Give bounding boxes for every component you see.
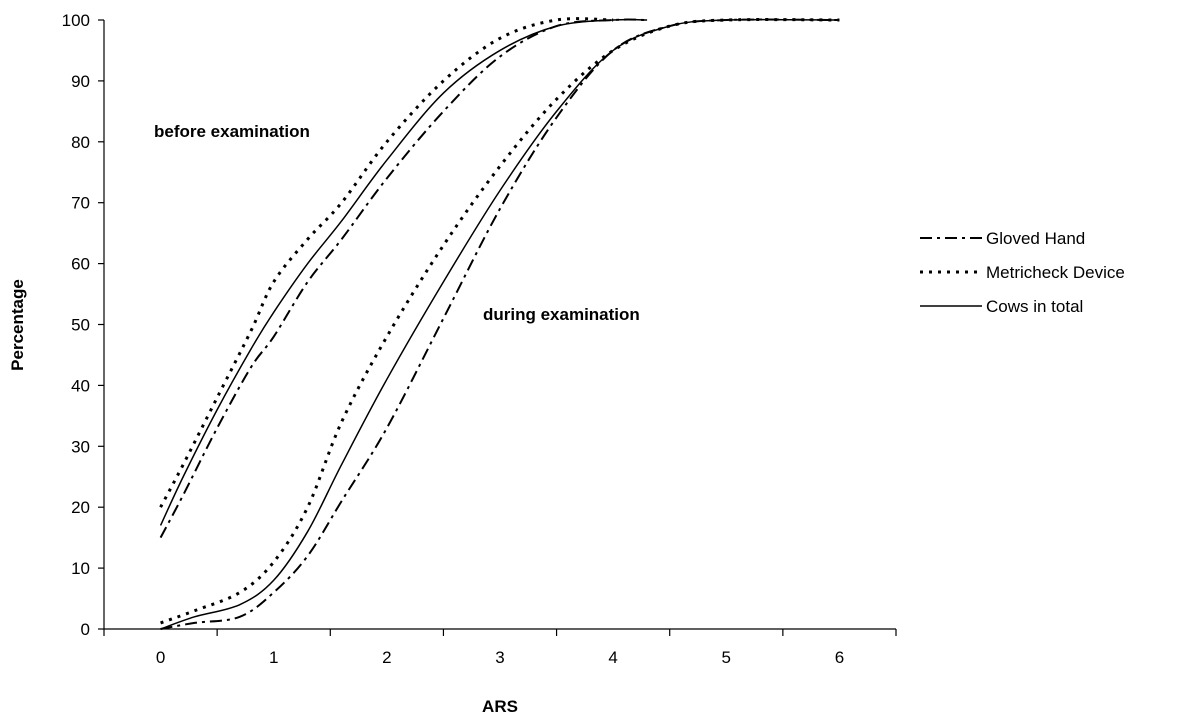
- y-tick-label: 50: [71, 316, 90, 335]
- y-tick-label: 90: [71, 72, 90, 91]
- y-tick-label: 100: [62, 11, 90, 30]
- x-tick-label: 2: [382, 648, 391, 667]
- series-line-cows-in-total-during-examination: [160, 18, 840, 630]
- x-tick-label: 3: [495, 648, 504, 667]
- y-axis-title: Percentage: [8, 279, 27, 371]
- legend: Gloved Hand Metricheck Device Cows in to…: [920, 229, 1125, 316]
- legend-label-metricheck-device: Metricheck Device: [986, 263, 1125, 282]
- series-line-gloved-hand-during-examination: [160, 18, 840, 630]
- x-tick-label: 6: [835, 648, 844, 667]
- x-tick-label: 4: [608, 648, 617, 667]
- x-tick-label: 5: [722, 648, 731, 667]
- y-tick-label: 40: [71, 376, 90, 395]
- annotation-during-examination: during examination: [483, 305, 640, 324]
- series-line-metricheck-device-before-examination: [159, 17, 614, 508]
- legend-item-cows-in-total: Cows in total: [920, 297, 1083, 316]
- x-axis-title: ARS: [482, 697, 518, 716]
- series-lines: [159, 17, 840, 630]
- y-tick-label: 10: [71, 559, 90, 578]
- legend-item-metricheck-device: Metricheck Device: [920, 263, 1125, 282]
- y-tick-label: 70: [71, 194, 90, 213]
- legend-label-gloved-hand: Gloved Hand: [986, 229, 1085, 248]
- x-tick-label: 0: [156, 648, 165, 667]
- annotations: before examination during examination: [154, 122, 640, 324]
- axes: [103, 20, 896, 630]
- series-line-cows-in-total-before-examination: [159, 18, 648, 526]
- legend-label-cows-in-total: Cows in total: [986, 297, 1083, 316]
- annotation-before-examination: before examination: [154, 122, 310, 141]
- y-tick-label: 60: [71, 255, 90, 274]
- x-ticks: 0 1 2 3 4 5 6: [103, 629, 897, 667]
- series-line-gloved-hand-before-examination: [159, 18, 648, 539]
- legend-item-gloved-hand: Gloved Hand: [920, 229, 1085, 248]
- y-tick-label: 30: [71, 437, 90, 456]
- y-ticks: 0 10 20 30 40 50 60 70 80 90 100: [62, 11, 104, 639]
- y-tick-label: 20: [71, 498, 90, 517]
- y-tick-label: 0: [81, 620, 90, 639]
- y-tick-label: 80: [71, 133, 90, 152]
- x-tick-label: 1: [269, 648, 278, 667]
